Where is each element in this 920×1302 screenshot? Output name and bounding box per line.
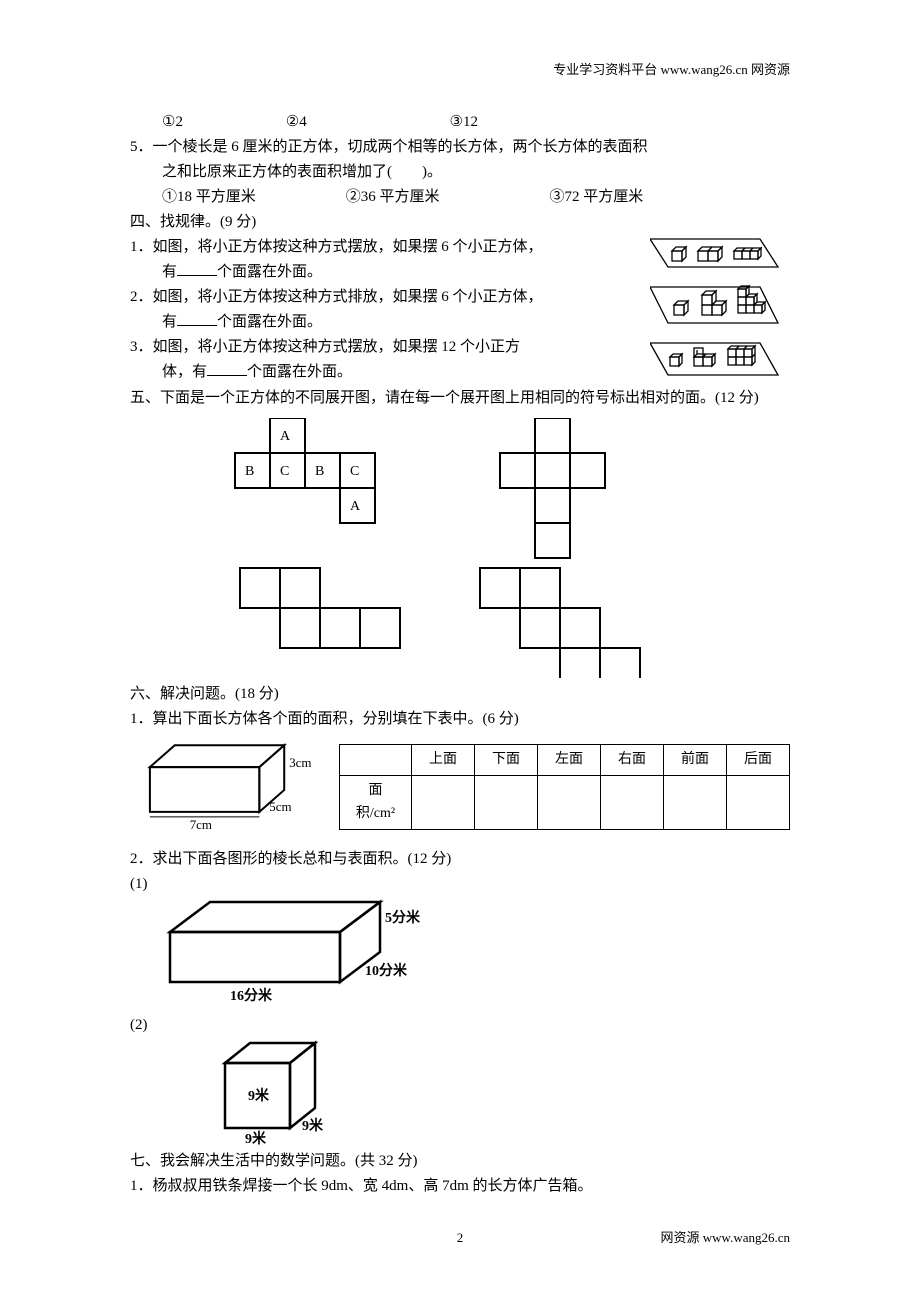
svg-text:3cm: 3cm — [289, 755, 311, 770]
svg-text:C: C — [350, 464, 359, 479]
sec5-title: 五、下面是一个正方体的不同展开图，请在每一个展开图上用相同的符号标出相对的面。(… — [130, 386, 790, 410]
svg-text:C: C — [280, 464, 289, 479]
sec4-q1b: 有 — [162, 264, 177, 280]
blank-input[interactable] — [207, 360, 247, 376]
sec6-title: 六、解决问题。(18 分) — [130, 682, 790, 706]
svg-text:16分米: 16分米 — [230, 987, 273, 1004]
q5-opt-3: ③72 平方厘米 — [550, 185, 644, 209]
q5-stem-2: 之和比原来正方体的表面积增加了( )。 — [130, 160, 790, 184]
sec4-diagrams — [650, 235, 790, 385]
q5-opt-1: ①18 平方厘米 — [162, 185, 342, 209]
opt-2: ②4 — [286, 110, 446, 134]
sec6-q2: 2．求出下面各图形的棱长总和与表面积。(12 分) — [130, 847, 790, 871]
svg-text:10分米: 10分米 — [365, 962, 408, 979]
q5-options: ①18 平方厘米 ②36 平方厘米 ③72 平方厘米 — [130, 185, 790, 209]
cell-input[interactable] — [538, 776, 601, 830]
sec4-q2c: 个面露在外面。 — [217, 314, 322, 330]
col-front: 前面 — [664, 744, 727, 775]
cell-input[interactable] — [412, 776, 475, 830]
table-corner — [340, 744, 412, 775]
svg-text:B: B — [315, 464, 324, 479]
col-back: 后面 — [727, 744, 790, 775]
sec4-title: 四、找规律。(9 分) — [130, 210, 790, 234]
svg-text:B: B — [245, 464, 254, 479]
sec6-p2: (2) — [130, 1013, 790, 1037]
opt-1: ①2 — [162, 110, 282, 134]
col-right: 右面 — [601, 744, 664, 775]
sec7-title: 七、我会解决生活中的数学问题。(共 32 分) — [130, 1149, 790, 1173]
footer-source: 网资源 www.wang26.cn — [661, 1228, 791, 1249]
page-header: 专业学习资料平台 www.wang26.cn 网资源 — [553, 60, 790, 81]
svg-text:5分米: 5分米 — [385, 909, 421, 926]
cube-nets: A B C B C A — [130, 418, 790, 678]
cuboid-3-5-7: 3cm 5cm 7cm — [130, 737, 319, 837]
cube-9m: 9米 9米 9米 — [210, 1038, 790, 1148]
q-prev-options: ①2 ②4 ③12 — [130, 110, 790, 134]
col-top: 上面 — [412, 744, 475, 775]
cell-input[interactable] — [727, 776, 790, 830]
sec4-q3b: 体，有 — [162, 364, 207, 380]
svg-text:A: A — [280, 429, 291, 444]
svg-text:9米: 9米 — [248, 1087, 270, 1104]
col-left: 左面 — [538, 744, 601, 775]
cuboid-16-10-5: 5分米 10分米 16分米 — [160, 897, 790, 1007]
row-label: 面积/cm² — [340, 776, 412, 830]
svg-text:A: A — [350, 499, 361, 514]
col-bottom: 下面 — [475, 744, 538, 775]
svg-text:5cm: 5cm — [269, 799, 291, 814]
cube-pattern-diagrams — [650, 235, 790, 385]
sec4-q3c: 个面露在外面。 — [247, 364, 352, 380]
svg-text:7cm: 7cm — [190, 817, 212, 832]
cell-input[interactable] — [664, 776, 727, 830]
q5-stem-1: 5．一个棱长是 6 厘米的正方体，切成两个相等的长方体，两个长方体的表面积 — [130, 135, 790, 159]
sec6-q1: 1．算出下面长方体各个面的面积，分别填在下表中。(6 分) — [130, 707, 790, 731]
opt-3: ③12 — [450, 110, 478, 134]
cell-input[interactable] — [475, 776, 538, 830]
sec4-q1c: 个面露在外面。 — [217, 264, 322, 280]
blank-input[interactable] — [177, 310, 217, 326]
svg-text:9米: 9米 — [302, 1117, 324, 1134]
face-area-table: 上面 下面 左面 右面 前面 后面 面积/cm² — [339, 744, 790, 830]
svg-text:9米: 9米 — [245, 1130, 267, 1147]
sec7-q1: 1．杨叔叔用铁条焊接一个长 9dm、宽 4dm、高 7dm 的长方体广告箱。 — [130, 1174, 790, 1198]
q5-opt-2: ②36 平方厘米 — [346, 185, 546, 209]
sec6-p1: (1) — [130, 872, 790, 896]
blank-input[interactable] — [177, 260, 217, 276]
sec4-q2b: 有 — [162, 314, 177, 330]
cell-input[interactable] — [601, 776, 664, 830]
